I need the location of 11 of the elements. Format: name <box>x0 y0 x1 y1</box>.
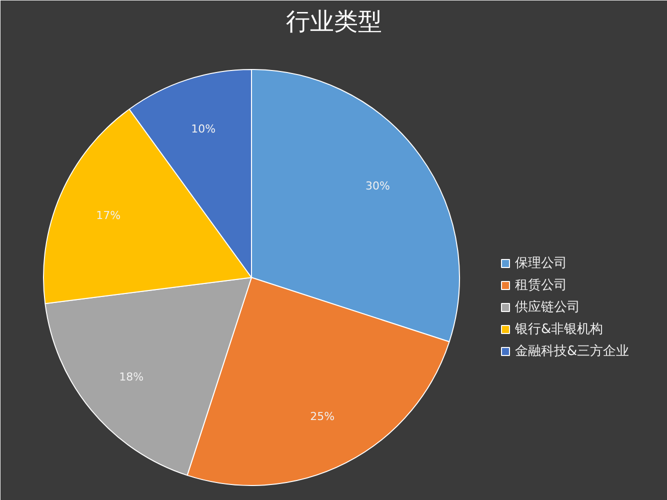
data-label: 10% <box>191 122 216 136</box>
data-label: 18% <box>119 370 144 384</box>
chart-title: 行业类型 <box>286 8 382 36</box>
legend-label: 保理公司 <box>515 255 567 272</box>
legend-label: 金融科技&三方企业 <box>515 343 630 360</box>
legend-label: 租赁公司 <box>515 277 567 294</box>
data-label: 17% <box>96 209 121 222</box>
legend-label: 银行&非银机构 <box>515 321 604 338</box>
data-label: 25% <box>310 410 335 423</box>
legend-label: 供应链公司 <box>515 299 580 316</box>
data-label: 30% <box>365 179 390 192</box>
